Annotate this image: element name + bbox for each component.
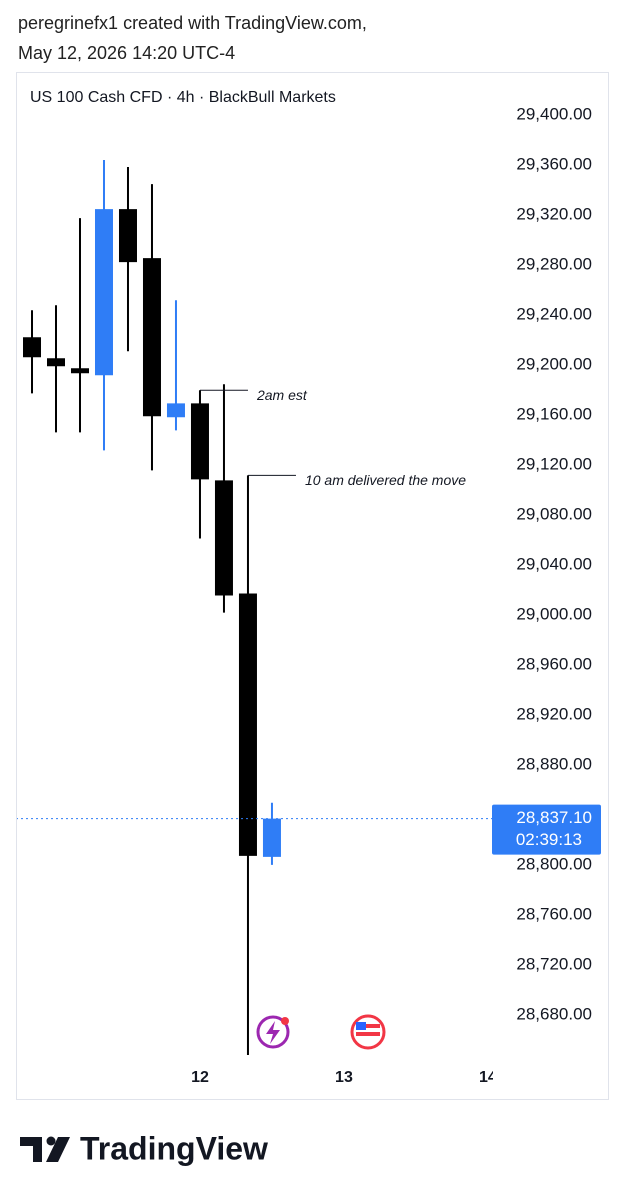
y-tick-label: 29,240.00 [516, 304, 592, 323]
chart-title: US 100 Cash CFD · 4h · BlackBull Markets [30, 89, 336, 106]
annotation: 10 am delivered the move [305, 472, 466, 488]
candle-body [214, 480, 233, 596]
y-tick-label: 29,360.00 [516, 154, 592, 173]
icon [356, 1032, 380, 1036]
candle-body [142, 258, 161, 417]
y-tick-label: 29,040.00 [516, 554, 592, 573]
y-tick-label: 29,080.00 [516, 504, 592, 523]
y-tick-label: 28,920.00 [516, 704, 592, 723]
brand: TradingView [80, 1130, 268, 1166]
chart-frame [16, 72, 609, 1100]
logo-mark [20, 1137, 42, 1162]
price-badge [492, 804, 601, 855]
candle-body [166, 403, 185, 418]
logo-mark [46, 1136, 56, 1146]
annotation: 2am est [256, 387, 308, 403]
x-axis: 12 13 14 [191, 1069, 497, 1086]
y-tick-label: 29,120.00 [516, 454, 592, 473]
header-line: May 12, 2026 14:20 UTC-4 [18, 43, 235, 63]
y-tick-label: 29,280.00 [516, 254, 592, 273]
y-tick-label: 28,960.00 [516, 654, 592, 673]
y-tick-label: 28,880.00 [516, 754, 592, 773]
x-tick-label: 12 [191, 1069, 209, 1086]
x-tick-label: 13 [335, 1069, 353, 1086]
price-label: 28,837.10 [516, 808, 592, 827]
icon [356, 1022, 366, 1030]
brand-logo: TradingView [20, 1130, 268, 1166]
candle-body [118, 209, 137, 263]
candle-body [190, 403, 209, 480]
candle-body [94, 209, 113, 376]
countdown: 02:39:13 [516, 830, 582, 849]
candle-body [23, 337, 42, 358]
candle-body [70, 368, 89, 374]
y-tick-label: 29,400.00 [516, 104, 592, 123]
logo-mark [46, 1137, 70, 1162]
x-tick-label: 14 [479, 1069, 497, 1086]
icon [266, 1021, 280, 1044]
y-tick-label: 28,800.00 [516, 854, 592, 873]
icon [356, 1024, 380, 1028]
candle-body [262, 818, 281, 857]
y-tick-label: 28,760.00 [516, 904, 592, 923]
y-tick-label: 29,000.00 [516, 604, 592, 623]
header-line: peregrinefx1 created with TradingView.co… [18, 13, 367, 33]
y-tick-label: 29,160.00 [516, 404, 592, 423]
candle-body [47, 358, 66, 367]
y-tick-label: 28,720.00 [516, 954, 592, 973]
y-tick-label: 29,200.00 [516, 354, 592, 373]
y-tick-label: 28,680.00 [516, 1004, 592, 1023]
plot: 2am est 10 am delivered the move [17, 160, 492, 1055]
icon [281, 1017, 289, 1025]
candle-body [238, 593, 257, 856]
y-tick-label: 29,320.00 [516, 204, 592, 223]
event-icons [256, 1014, 386, 1050]
